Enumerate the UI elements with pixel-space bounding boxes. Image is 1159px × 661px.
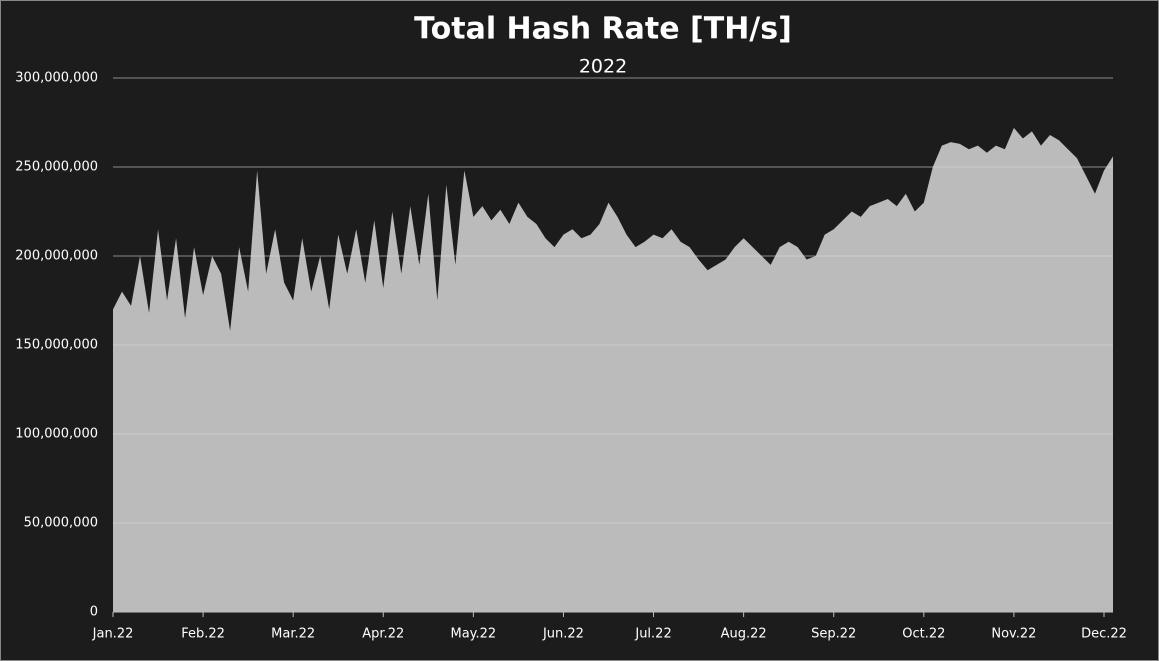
x-tick-label: Apr.22: [362, 627, 404, 642]
y-tick-label: 0: [90, 605, 98, 620]
x-tick-label: Nov.22: [991, 627, 1036, 642]
x-tick-label: Jun.22: [542, 627, 584, 642]
x-tick-label: Dec.22: [1081, 627, 1127, 642]
x-tick-label: Feb.22: [181, 627, 225, 642]
y-tick-label: 250,000,000: [15, 160, 98, 175]
x-tick-label: May.22: [451, 627, 497, 642]
x-tick-label: Jan.22: [92, 627, 134, 642]
chart-title: Total Hash Rate [TH/s]: [414, 12, 792, 47]
x-tick-label: Mar.22: [271, 627, 315, 642]
x-tick-label: Aug.22: [721, 627, 767, 642]
y-tick-label: 150,000,000: [15, 338, 98, 353]
chart-subtitle: 2022: [579, 56, 627, 78]
y-tick-label: 200,000,000: [15, 249, 98, 264]
x-tick-label: Oct.22: [902, 627, 945, 642]
y-tick-label: 300,000,000: [15, 71, 98, 86]
x-tick-label: Sep.22: [811, 627, 856, 642]
y-tick-label: 100,000,000: [15, 427, 98, 442]
x-tick-label: Jul.22: [634, 627, 671, 642]
y-tick-label: 50,000,000: [24, 516, 98, 531]
area: [113, 127, 1113, 612]
